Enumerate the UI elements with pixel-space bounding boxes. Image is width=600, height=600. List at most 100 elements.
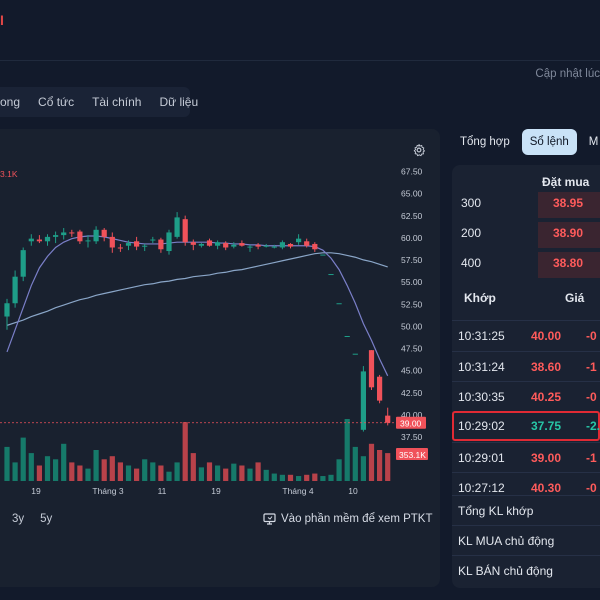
summary-label: KL MUA chủ động bbox=[458, 534, 555, 548]
bid-row[interactable]: 200 38.90 bbox=[452, 220, 600, 248]
ma-fast-line bbox=[6, 235, 389, 377]
volume-bar bbox=[344, 419, 350, 481]
candle-body bbox=[287, 243, 294, 247]
candle-body bbox=[223, 243, 229, 248]
bid-price: 38.80 bbox=[553, 256, 584, 270]
range-3y-button[interactable]: 3y bbox=[12, 513, 25, 525]
candlestick-chart[interactable]: 67.50 65.00 62.50 60.00 57.50 55.00 52.50 50.00… bbox=[0, 129, 440, 499]
candle-body bbox=[53, 235, 59, 237]
volume-bar bbox=[142, 459, 148, 481]
trade-change: -0 bbox=[586, 481, 597, 495]
tab-more[interactable]: M bbox=[588, 136, 599, 148]
candle-body bbox=[69, 232, 75, 234]
price-chart-panel: 67.50 65.00 62.50 60.00 57.50 55.00 52.50 50.00… bbox=[0, 129, 440, 587]
volume-bar bbox=[239, 465, 245, 481]
candle-body bbox=[109, 236, 115, 248]
candle-body bbox=[368, 350, 375, 388]
price-tick-label: 67.50 bbox=[401, 167, 423, 177]
tab-summary[interactable]: Tổng hợp bbox=[460, 136, 510, 148]
volume-bar bbox=[385, 453, 391, 481]
x-tick-label: Tháng 4 bbox=[282, 486, 313, 496]
trade-row[interactable]: 10:31:25 40.00 -0 bbox=[452, 320, 600, 350]
volume-bar bbox=[93, 450, 99, 481]
tab-dividends[interactable]: Cổ tức bbox=[38, 95, 75, 109]
volume-bar bbox=[287, 474, 294, 481]
candle-body bbox=[12, 276, 18, 304]
summary-total-volume[interactable]: Tổng KL khớp bbox=[452, 495, 600, 525]
bid-depth-bar bbox=[538, 222, 600, 248]
candle-body bbox=[296, 238, 302, 243]
volume-bar bbox=[109, 456, 115, 481]
summary-active-sell[interactable]: KL BÁN chủ động bbox=[452, 555, 600, 585]
candle-body bbox=[263, 245, 269, 247]
tab-data[interactable]: Dữ liệu bbox=[159, 95, 199, 109]
volume-bar bbox=[198, 467, 204, 481]
volume-bar bbox=[304, 474, 310, 481]
x-tick-label: 11 bbox=[158, 486, 167, 496]
candle-body bbox=[360, 371, 366, 430]
trade-row[interactable]: 10:30:35 40.25 -0 bbox=[452, 381, 600, 411]
price-tick-label: 62.50 bbox=[401, 211, 423, 221]
volume-bar bbox=[296, 476, 302, 481]
candle-body bbox=[182, 219, 188, 243]
x-tick-label: Tháng 3 bbox=[92, 486, 123, 496]
price-tick-label: 45.00 bbox=[401, 366, 423, 376]
summary-label: Tổng KL khớp bbox=[458, 504, 534, 518]
bid-header: Đặt mua bbox=[542, 175, 590, 189]
candle-body bbox=[247, 246, 253, 248]
price-tick-label: 37.50 bbox=[401, 432, 423, 442]
match-time-header: Khớp bbox=[464, 291, 496, 305]
volume-bar bbox=[190, 453, 196, 481]
volume-bar bbox=[28, 453, 34, 481]
trade-row[interactable]: 10:27:12 40.30 -0 bbox=[452, 472, 600, 502]
summary-active-buy[interactable]: KL MUA chủ động bbox=[452, 525, 600, 555]
volume-bar bbox=[166, 471, 172, 481]
candle-body bbox=[279, 242, 285, 248]
candle-body bbox=[255, 244, 261, 247]
price-tick-label: 50.00 bbox=[401, 321, 423, 331]
x-tick-label: 10 bbox=[348, 486, 358, 496]
volume-bar bbox=[53, 459, 59, 481]
candle-body bbox=[36, 239, 42, 242]
trade-price: 40.25 bbox=[531, 390, 562, 404]
bid-row[interactable]: 300 38.95 bbox=[452, 190, 600, 218]
price-tick-label: 55.00 bbox=[401, 277, 423, 287]
trade-row-highlighted[interactable]: 10:29:02 37.75 -2. bbox=[452, 411, 600, 441]
trade-time: 10:31:25 bbox=[458, 329, 505, 343]
bid-row[interactable]: 400 38.80 bbox=[452, 250, 600, 278]
bid-volume: 200 bbox=[461, 226, 482, 240]
volume-bar bbox=[4, 446, 10, 481]
volume-bar bbox=[174, 462, 180, 481]
trade-row[interactable]: 10:29:01 39.00 -1 bbox=[452, 442, 600, 472]
volume-bar bbox=[125, 465, 132, 481]
tab-finance[interactable]: Tài chính bbox=[92, 95, 142, 109]
candle-body bbox=[77, 231, 83, 242]
volume-bar bbox=[215, 465, 221, 481]
trade-change: -2. bbox=[586, 419, 600, 433]
gear-icon[interactable] bbox=[412, 143, 426, 157]
candle-body bbox=[101, 229, 107, 237]
open-analysis-link[interactable]: Vào phần mềm để xem PTKT bbox=[263, 513, 432, 525]
volume-bar bbox=[320, 476, 326, 481]
trade-row[interactable]: 10:31:24 38.60 -1 bbox=[452, 351, 600, 381]
price-tick-label: 40.00 bbox=[401, 410, 423, 420]
candle-body bbox=[320, 254, 326, 256]
match-price-header: Giá bbox=[565, 291, 585, 305]
volume-bar bbox=[117, 462, 123, 481]
trade-price: 40.00 bbox=[531, 329, 562, 343]
tab-orderbook[interactable]: Sổ lệnh bbox=[521, 129, 577, 155]
candle-body bbox=[190, 242, 196, 245]
price-tick-label: 52.50 bbox=[401, 299, 423, 309]
volume-bar bbox=[206, 462, 213, 481]
x-tick-label: 19 bbox=[31, 486, 41, 496]
update-timestamp: Cập nhật lúc bbox=[535, 68, 600, 80]
candle-body bbox=[166, 232, 172, 252]
current-price-tag bbox=[396, 416, 426, 429]
trade-price: 38.60 bbox=[531, 360, 562, 374]
candle-body bbox=[93, 229, 99, 242]
tab-overview[interactable]: ong bbox=[0, 95, 21, 109]
volume-bar bbox=[69, 462, 75, 481]
price-tick-label: 57.50 bbox=[401, 255, 423, 265]
candle-body bbox=[198, 243, 204, 246]
range-5y-button[interactable]: 5y bbox=[40, 513, 53, 525]
